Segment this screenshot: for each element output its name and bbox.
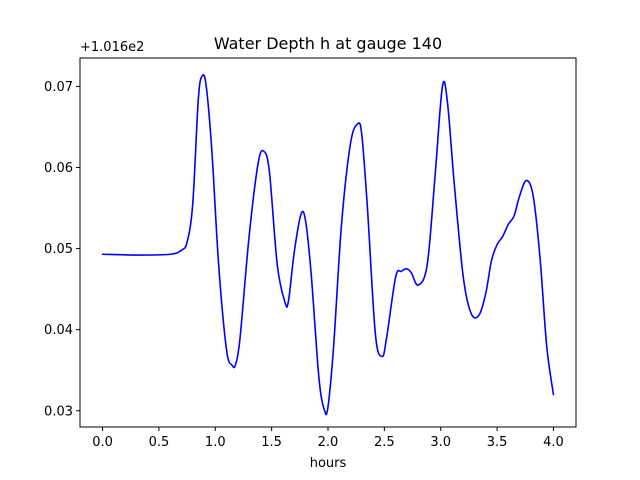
x-tick-label: 1.5	[261, 435, 282, 450]
x-tick-label: 2.5	[374, 435, 395, 450]
y-tick-label: 0.03	[44, 404, 73, 419]
y-tick-label: 0.04	[44, 323, 73, 338]
series-line-0	[101, 74, 555, 416]
x-axis-label: hours	[310, 456, 347, 471]
x-tick-label: 2.0	[318, 435, 339, 450]
x-tick-label: 3.5	[487, 435, 508, 450]
x-tick-label: 4.0	[543, 435, 564, 450]
y-tick-label: 0.06	[44, 161, 73, 176]
series-layer	[101, 74, 555, 416]
x-tick-label: 0.0	[92, 435, 113, 450]
chart-title: Water Depth h at gauge 140	[214, 34, 442, 53]
x-axis-ticks: 0.0 0.5 1.0 1.5 2.0 2.5 3.0 3.5 4.0	[92, 427, 564, 450]
x-tick-label: 1.0	[205, 435, 226, 450]
y-tick-label: 0.05	[44, 242, 73, 257]
x-tick-label: 0.5	[149, 435, 170, 450]
y-tick-label: 0.07	[44, 80, 73, 95]
y-offset-text: +1.016e2	[80, 40, 144, 55]
y-axis-ticks: 0.03 0.04 0.05 0.06 0.07	[44, 80, 80, 419]
x-tick-label: 3.0	[430, 435, 451, 450]
